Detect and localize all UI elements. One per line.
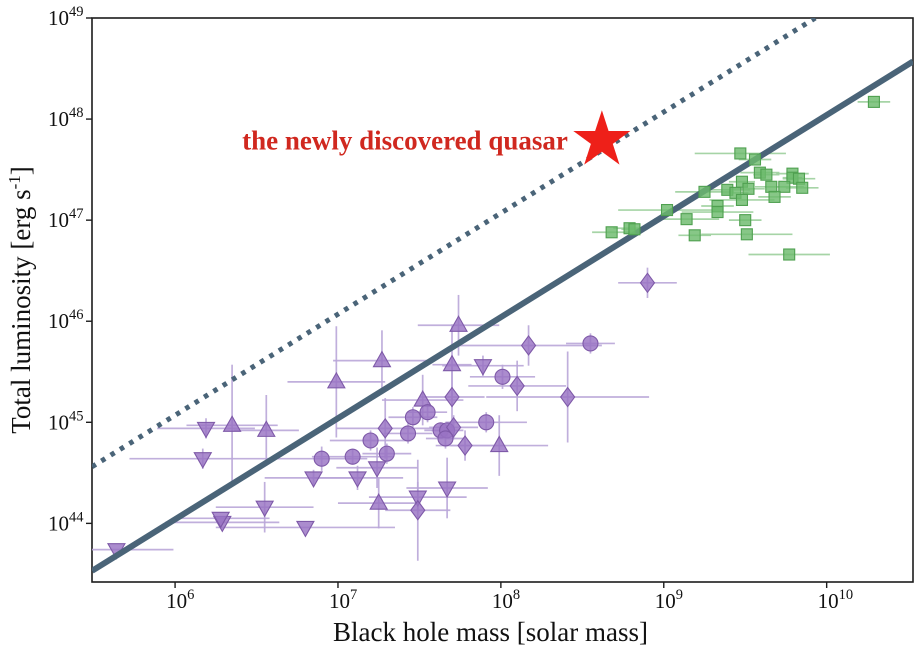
- purple-triangle-up-point: [413, 389, 433, 407]
- green-square-point: [783, 248, 796, 261]
- green-square-point: [742, 182, 755, 195]
- purple-circle-point: [362, 432, 379, 449]
- green-square-point: [765, 180, 778, 193]
- purple-triangle-down-point: [196, 421, 216, 439]
- purple-diamond-point: [509, 375, 525, 397]
- green-square-point: [734, 147, 747, 160]
- purple-diamond-point: [559, 386, 576, 408]
- purple-diamond-point: [520, 335, 537, 356]
- x-tick-label: 1010: [818, 587, 854, 613]
- purple-triangle-down-point: [408, 490, 428, 508]
- new-quasar-annotation: the newly discovered quasar: [242, 125, 568, 155]
- y-tick-label: 1047: [48, 206, 84, 232]
- x-tick-label: 106: [166, 587, 194, 613]
- purple-triangle-down-point: [437, 481, 457, 499]
- purple-triangle-up-point: [256, 420, 276, 437]
- y-tick-label: 1049: [48, 4, 84, 30]
- green-square-point: [760, 168, 773, 181]
- purple-circle-point: [313, 450, 330, 467]
- purple-triangle-up-point: [326, 371, 346, 389]
- purple-circle-point: [378, 445, 395, 462]
- purple-triangle-up-point: [369, 493, 389, 510]
- purple-triangle-down-point: [295, 520, 315, 538]
- x-axis-label: Black hole mass [solar mass]: [333, 617, 648, 647]
- green-square-point: [680, 213, 693, 226]
- green-square-point: [796, 181, 809, 194]
- purple-triangle-down-point: [348, 471, 367, 489]
- new-quasar-star-marker: [573, 110, 631, 165]
- purple-triangle-down-point: [211, 511, 231, 529]
- y-tick-label: 1046: [48, 307, 84, 333]
- green-square-point: [628, 223, 641, 236]
- green-square-point: [739, 214, 752, 227]
- green-square-point: [711, 206, 724, 219]
- purple-circle-point: [582, 335, 599, 352]
- green-square-point: [605, 226, 618, 239]
- x-tick-label: 109: [655, 587, 683, 613]
- green-square-point: [735, 175, 749, 188]
- purple-diamond-point: [639, 272, 656, 294]
- green-square-point: [698, 185, 711, 198]
- purple-triangle-up-point: [449, 315, 468, 332]
- y-tick-label: 1048: [48, 105, 84, 131]
- data-layer: [92, 18, 913, 574]
- purple-circle-point: [404, 409, 421, 426]
- purple-triangle-down-point: [193, 452, 213, 469]
- purple-diamond-point: [444, 386, 460, 408]
- purple-triangle-down-point: [255, 500, 275, 518]
- x-tick-label: 107: [329, 587, 357, 613]
- purple-triangle-down-point: [304, 471, 323, 489]
- purple-circle-point: [344, 448, 361, 465]
- green-square-point: [867, 95, 880, 108]
- purple-circle-point: [419, 404, 436, 421]
- green-square-point: [768, 190, 781, 203]
- purple-circle-point: [494, 368, 511, 385]
- solid-relation-line: [92, 58, 913, 574]
- green-square-point: [688, 229, 701, 242]
- green-square-point: [778, 180, 791, 193]
- purple-diamond-point: [457, 435, 473, 456]
- purple-triangle-down-point: [367, 461, 387, 478]
- purple-diamond-point: [377, 417, 393, 439]
- y-axis-label: Total luminosity [erg s-1]: [5, 166, 36, 434]
- purple-diamond-point: [410, 499, 426, 521]
- purple-triangle-down-point: [473, 359, 493, 376]
- plot-frame: [91, 17, 914, 583]
- y-tick-label: 1045: [48, 408, 84, 434]
- green-square-point: [735, 193, 749, 206]
- purple-circle-point: [399, 425, 417, 442]
- purple-triangle-up-point: [222, 415, 242, 432]
- x-tick-label: 108: [492, 587, 520, 613]
- purple-triangle-up-point: [489, 435, 509, 453]
- green-square-point: [748, 153, 762, 166]
- purple-triangle-up-point: [372, 350, 392, 368]
- purple-diamond-point: [445, 416, 462, 438]
- purple-triangle-up-point: [442, 354, 462, 372]
- green-square-point: [740, 228, 753, 241]
- green-square-point: [729, 186, 742, 199]
- purple-circle-point: [437, 430, 454, 447]
- green-square-point: [660, 203, 674, 217]
- y-tick-label: 1044: [48, 509, 84, 535]
- purple-circle-point: [478, 414, 495, 431]
